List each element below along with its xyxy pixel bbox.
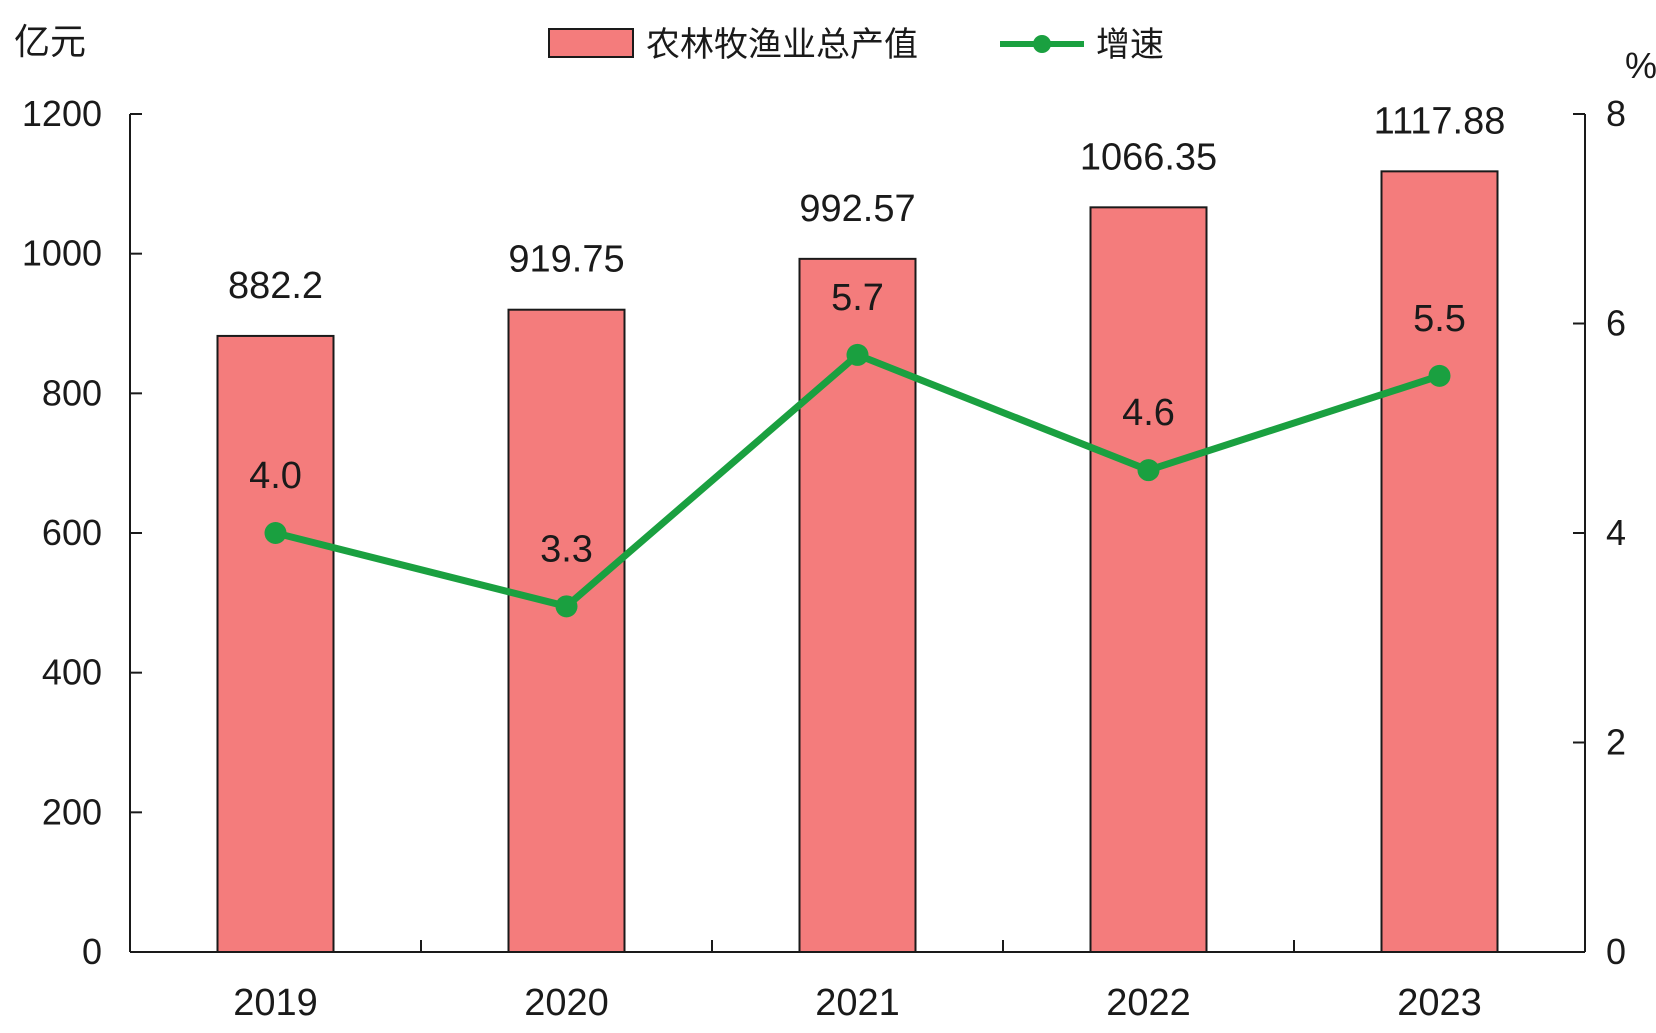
y-right-unit: % [1625,45,1656,86]
growth-point [846,343,869,366]
legend-bar-swatch [548,28,634,58]
y-left-tick-label: 600 [42,512,102,553]
x-tick-label: 2020 [524,982,609,1024]
x-tick-label: 2021 [815,982,900,1024]
bar-data-label: 1066.35 [1080,136,1217,178]
y-right-tick-label: 2 [1606,722,1626,763]
y-left-tick-label: 400 [42,652,102,693]
bar [1089,206,1208,953]
bar [1380,170,1499,954]
y-right-tick-label: 4 [1606,512,1626,553]
legend-line-label: 增速 [1096,25,1164,65]
y-left-tick-label: 800 [42,372,102,413]
growth-data-labels: 4.0 3.3 5.7 4.6 5.5 [249,277,1466,570]
growth-data-label: 4.6 [1122,392,1175,434]
y-right-tick-label: 0 [1606,931,1626,972]
x-tick-label: 2022 [1106,982,1191,1024]
bar-data-label: 992.57 [799,188,915,230]
y-right-tick-label: 6 [1606,303,1626,344]
y-right-axis: 0 2 4 6 8 [1573,93,1626,972]
growth-point [264,522,287,544]
growth-points [264,343,1451,618]
growth-data-label: 4.0 [249,455,302,497]
x-tick-label: 2023 [1397,982,1482,1024]
growth-point [555,595,578,618]
growth-point [1428,364,1451,387]
y-left-tick-label: 1000 [22,233,102,274]
y-left-tick-label: 0 [82,931,102,972]
x-ticks: 2019 2020 2021 2022 2023 [233,940,1482,1024]
legend-line-marker [1033,35,1051,53]
bar-data-label: 882.2 [228,265,323,307]
growth-point [1137,459,1160,482]
bar-data-labels: 882.2 919.75 992.57 1066.35 1117.88 [228,100,1505,307]
y-right-ticks: 0 2 4 6 8 [1573,93,1626,972]
legend-bar-label: 农林牧渔业总产值 [646,25,918,65]
y-left-ticks: 0 200 400 600 800 1000 1200 [22,93,142,972]
y-left-tick-label: 1200 [22,93,102,134]
bar-data-label: 1117.88 [1374,100,1506,142]
bar [798,257,917,953]
y-left-axis: 0 200 400 600 800 1000 1200 [22,93,142,972]
growth-data-label: 5.7 [831,277,884,319]
bar [507,308,626,953]
x-axis: 2019 2020 2021 2022 2023 [130,940,1585,1024]
bar [216,334,335,953]
x-tick-label: 2019 [233,982,318,1024]
legend: 农林牧渔业总产值 增速 [548,25,1164,65]
bar-data-label: 919.75 [508,239,624,281]
y-left-unit: 亿元 [14,22,86,63]
bar-series [216,170,1499,954]
growth-data-label: 3.3 [540,528,593,570]
y-right-tick-label: 8 [1606,93,1626,134]
y-left-tick-label: 200 [42,791,102,832]
growth-data-label: 5.5 [1413,298,1466,340]
